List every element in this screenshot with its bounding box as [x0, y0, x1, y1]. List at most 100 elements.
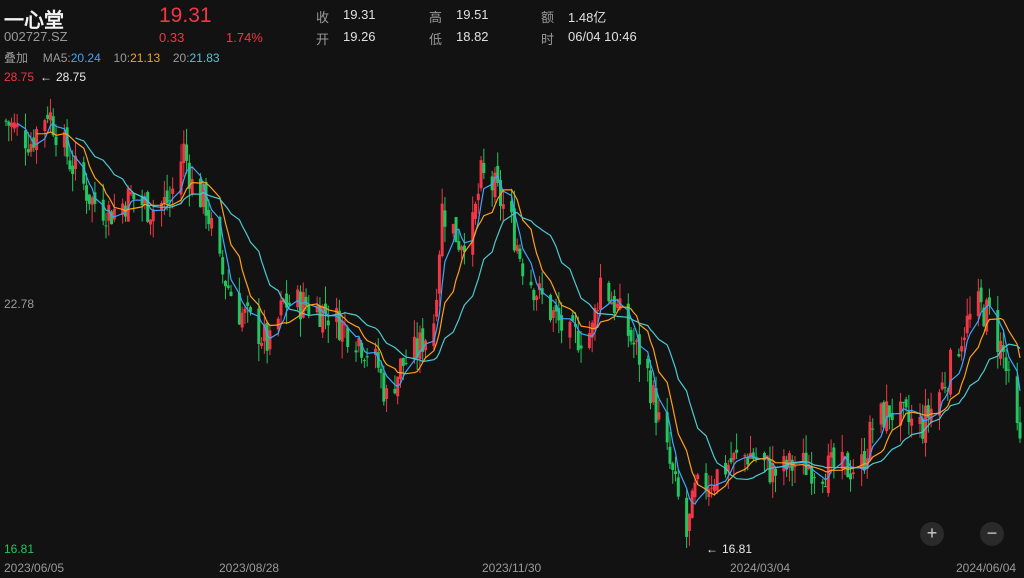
candle-body: [829, 452, 833, 458]
candle-body: [304, 296, 308, 306]
candle-body: [62, 131, 66, 148]
candle-body: [296, 289, 300, 308]
candle-body: [976, 291, 980, 317]
candle-body: [415, 338, 419, 358]
candle-body: [982, 307, 986, 327]
candle-body: [590, 322, 594, 338]
candle-body: [635, 340, 639, 342]
candle-body: [376, 352, 380, 368]
candle-body: [921, 418, 925, 439]
candle-body: [801, 452, 805, 461]
quote-header: 一心堂 002727.SZ 19.31 0.33 1.74% 收 19.31 高…: [0, 0, 1024, 66]
stat-open-value: 19.26: [343, 29, 376, 44]
candle-body: [629, 330, 633, 342]
candle-body: [576, 330, 580, 351]
candle-body: [732, 452, 736, 460]
stat-time-value: 06/04 10:46: [568, 29, 637, 44]
candle-body: [360, 342, 364, 358]
ma5-label: MA5:: [42, 51, 71, 65]
candle-body: [85, 185, 89, 201]
candle-body: [187, 162, 191, 189]
candle-body: [65, 127, 69, 157]
candle-body: [418, 332, 422, 359]
candle-body: [610, 302, 614, 305]
stat-amount-value: 1.48亿: [568, 10, 607, 25]
candle-body: [649, 370, 653, 404]
candle-body: [968, 313, 972, 320]
zoom-in-button[interactable]: +: [920, 522, 944, 546]
candle-body: [996, 310, 1000, 352]
candle-body: [260, 342, 264, 347]
candle-body: [23, 130, 27, 149]
candle-body: [185, 144, 189, 161]
candle-body: [10, 122, 14, 127]
candle-body: [101, 199, 105, 221]
candle-body: [262, 323, 266, 342]
candle-body: [668, 446, 672, 464]
candle-body: [437, 254, 441, 294]
ma5-line: [16, 122, 1021, 505]
candle-body: [926, 405, 930, 418]
zoom-out-button[interactable]: −: [980, 522, 1004, 546]
candle-body: [943, 386, 947, 389]
candle-body: [221, 257, 225, 275]
candle-body: [107, 204, 111, 221]
candle-body: [743, 455, 747, 457]
candle-body: [129, 192, 133, 195]
stat-amount-label: 额: [541, 10, 555, 25]
candle-body: [696, 474, 700, 480]
stat-low-label: 低: [429, 32, 443, 47]
candle-body: [832, 447, 836, 469]
candle-body: [287, 302, 291, 306]
overlay-toggle[interactable]: 叠加: [4, 51, 29, 65]
candle-body: [482, 162, 486, 173]
candle-body: [771, 462, 775, 483]
candle-body: [710, 487, 714, 489]
candle-body: [246, 302, 250, 306]
candle-body: [1007, 369, 1011, 371]
candle-body: [965, 315, 969, 334]
candle-body: [7, 121, 11, 126]
candle-body: [493, 172, 497, 198]
candle-body: [599, 277, 603, 311]
candle-body: [957, 354, 961, 357]
candle-body: [126, 188, 130, 222]
candle-body: [1004, 357, 1008, 372]
candle-body: [248, 307, 252, 312]
candle-body: [404, 363, 408, 365]
candle-body: [937, 392, 941, 416]
candle-body: [907, 410, 911, 423]
candle-body: [529, 281, 533, 286]
candle-body: [268, 330, 272, 350]
candle-layer: [4, 98, 1022, 548]
candle-body: [498, 180, 502, 207]
candle-body: [46, 114, 50, 119]
candle-body: [782, 456, 786, 472]
candle-body: [243, 308, 247, 313]
ma10-value: 21.13: [130, 51, 161, 65]
candlestick-chart[interactable]: 28.75 22.78 16.81 ← 28.75 ← 16.81 2023/0…: [0, 66, 1024, 578]
candle-body: [793, 466, 797, 468]
candle-body: [729, 458, 733, 463]
candle-body: [326, 320, 330, 326]
candle-body: [890, 413, 894, 421]
stat-open-label: 开: [316, 32, 330, 47]
candle-body: [168, 200, 172, 202]
candle-body: [1015, 376, 1019, 424]
candle-body: [207, 210, 211, 225]
candle-body: [849, 473, 853, 480]
candle-body: [68, 160, 72, 170]
candle-body: [223, 281, 227, 287]
candle-body: [29, 144, 33, 152]
candle-body: [671, 463, 675, 470]
candle-body: [143, 197, 147, 204]
ma5-value: 20.24: [70, 51, 101, 65]
candle-body: [335, 308, 339, 322]
candle-body: [824, 486, 828, 488]
candle-body: [151, 209, 155, 222]
candle-body: [71, 165, 75, 175]
candle-body: [226, 285, 230, 288]
candle-body: [762, 453, 766, 461]
candle-body: [343, 323, 347, 326]
candle-body: [901, 402, 905, 404]
